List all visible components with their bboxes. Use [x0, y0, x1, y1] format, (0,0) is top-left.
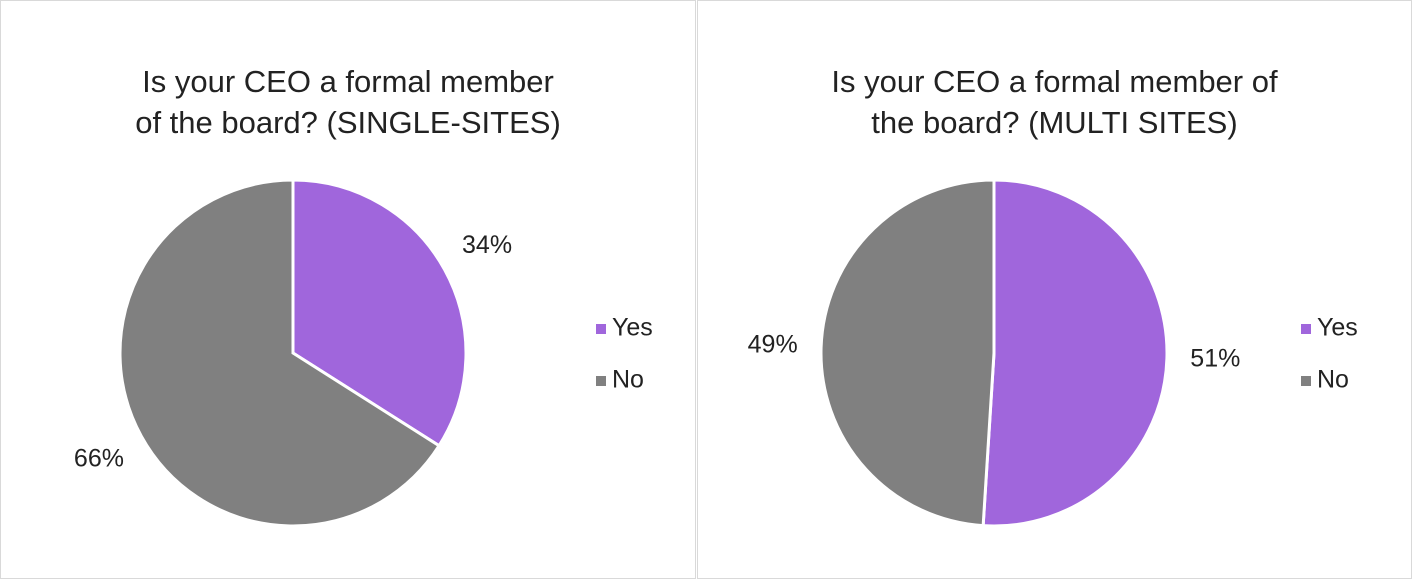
- pie-chart: 34% 66% Yes No: [74, 178, 653, 528]
- legend-swatch: [596, 376, 606, 386]
- chart-panel: Is your CEO a formal member of the board…: [0, 0, 696, 579]
- pie-slice: [118, 178, 442, 528]
- data-label: 51%: [1190, 345, 1240, 373]
- pie-slice: [981, 178, 1169, 528]
- data-label: 66%: [74, 444, 124, 472]
- data-label: 34%: [462, 231, 512, 259]
- legend-swatch: [1301, 324, 1311, 334]
- legend-label: Yes: [612, 314, 653, 342]
- pie-chart: 51% 49% Yes No: [748, 178, 1358, 528]
- chart-panel: Is your CEO a formal member of the board…: [697, 0, 1412, 579]
- legend-label: Yes: [1317, 314, 1358, 342]
- legend-label: No: [1317, 366, 1349, 394]
- pie-slice: [819, 178, 996, 528]
- chart-title: Is your CEO a formal member of the board…: [831, 64, 1278, 140]
- legend-swatch: [596, 324, 606, 334]
- legend-label: No: [612, 366, 644, 394]
- legend-swatch: [1301, 376, 1311, 386]
- data-label: 49%: [748, 331, 798, 359]
- chart-title: Is your CEO a formal member of the board…: [135, 64, 561, 140]
